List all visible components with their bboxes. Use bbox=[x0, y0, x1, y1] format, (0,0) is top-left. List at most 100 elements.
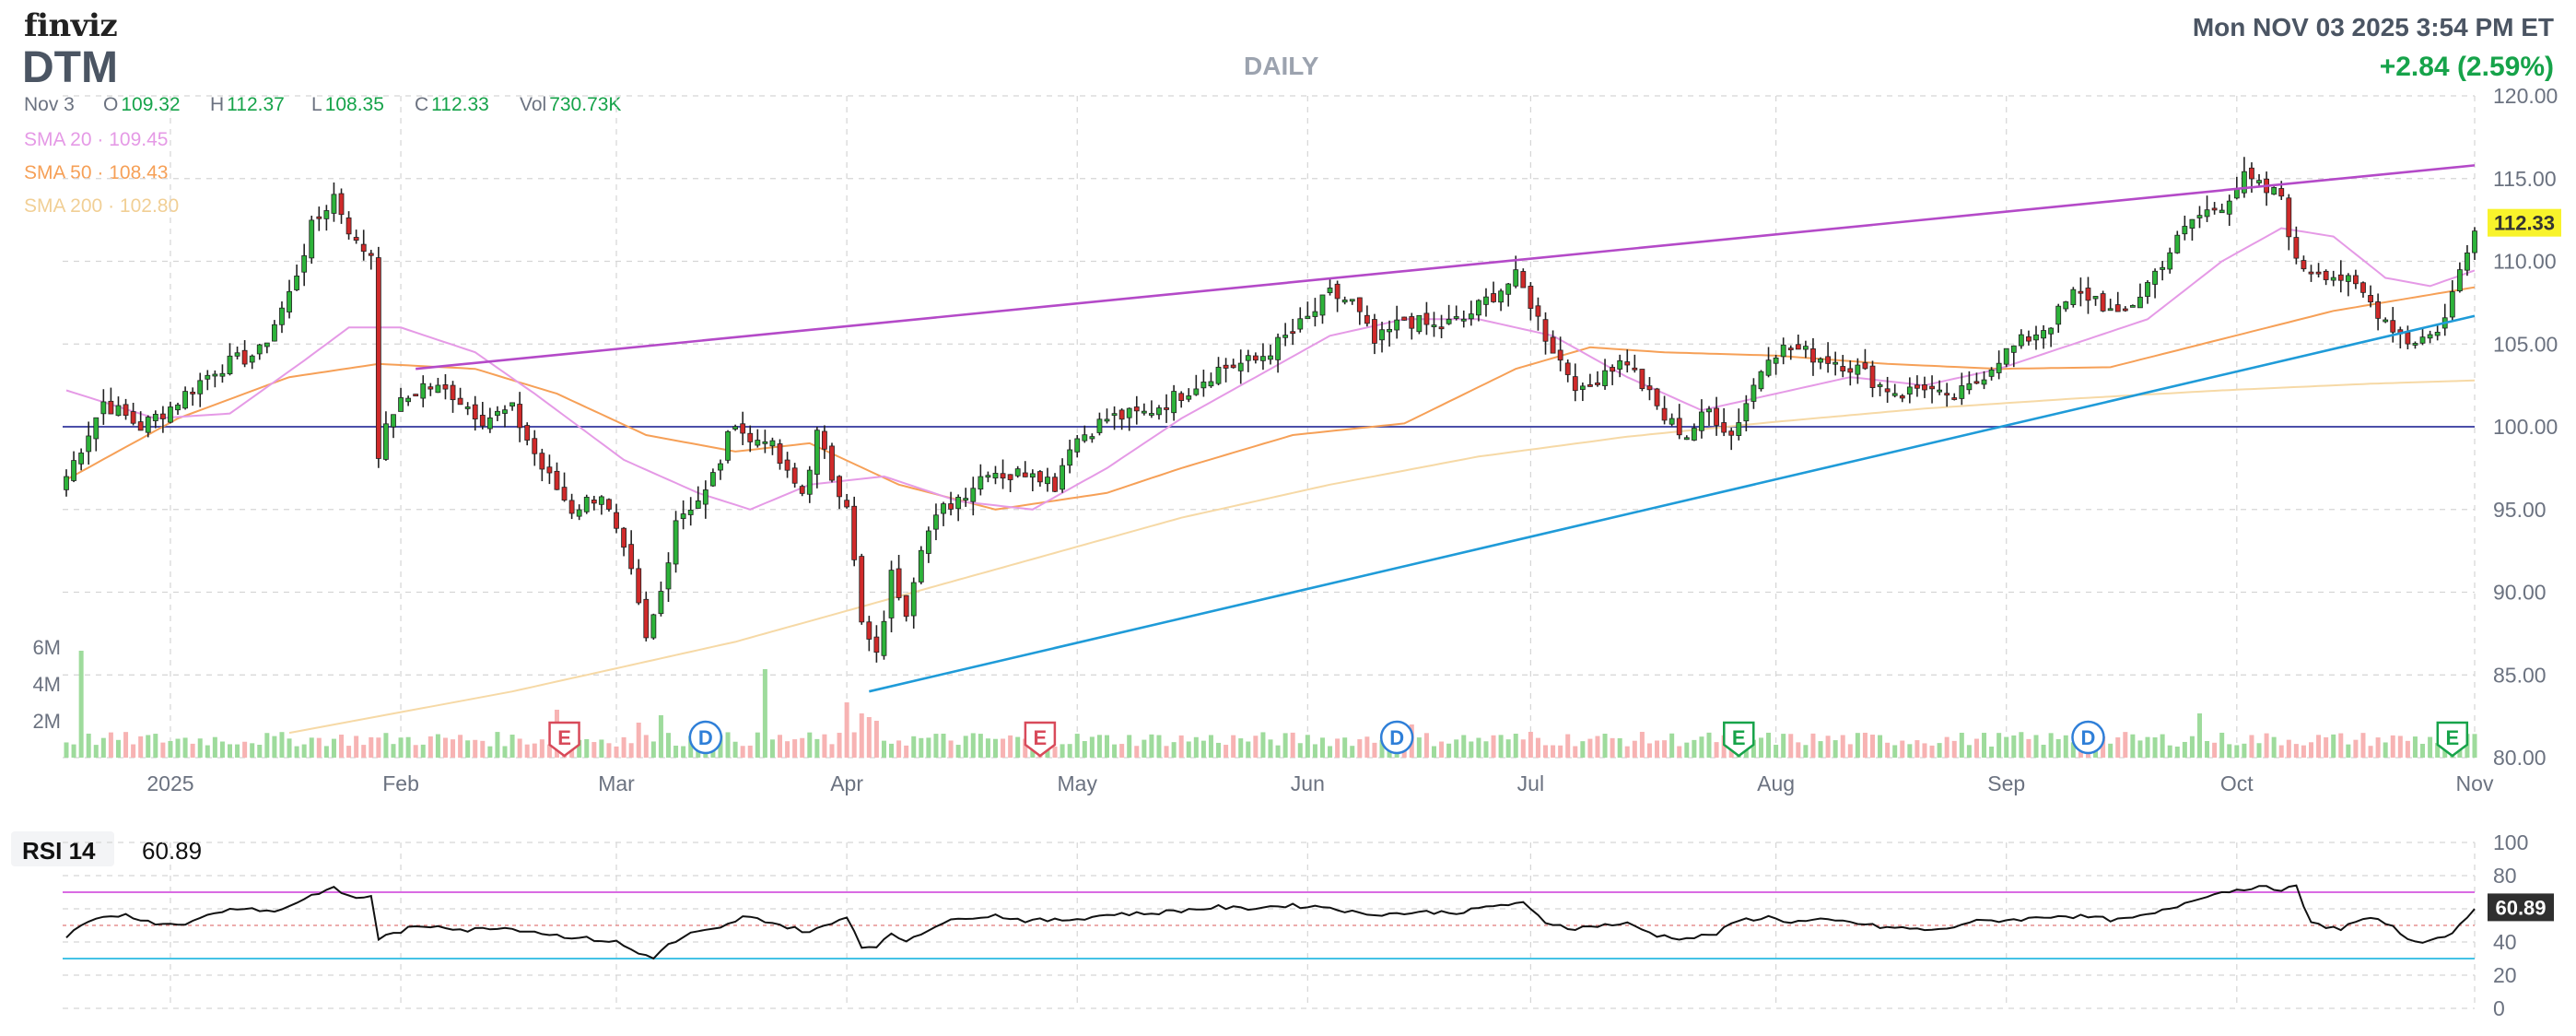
volume-bar bbox=[2055, 738, 2061, 758]
candle-body bbox=[1387, 328, 1392, 333]
candle-body bbox=[791, 467, 798, 484]
volume-bar bbox=[1305, 735, 1310, 758]
candle-body bbox=[2301, 260, 2307, 270]
volume-bar bbox=[755, 732, 760, 758]
volume-bar bbox=[1847, 744, 1853, 758]
volume-bar bbox=[242, 741, 248, 758]
candle-body bbox=[918, 549, 924, 583]
volume-bar bbox=[2293, 744, 2299, 758]
volume-bar bbox=[1461, 735, 1467, 758]
rsi-bands bbox=[63, 891, 2475, 959]
candle-body bbox=[2427, 334, 2433, 339]
trendlines[interactable] bbox=[416, 164, 2476, 693]
finviz-logo[interactable]: finviz bbox=[24, 7, 118, 44]
volume-bar bbox=[1982, 733, 1987, 758]
volume-bar bbox=[123, 732, 129, 758]
volume-bar bbox=[688, 736, 694, 758]
candle-body bbox=[1572, 376, 1578, 392]
candle-body bbox=[561, 487, 568, 501]
volume-bar bbox=[64, 742, 69, 758]
volume-bar bbox=[2167, 745, 2172, 758]
candle-body bbox=[710, 472, 716, 487]
volume-bar bbox=[2182, 741, 2187, 758]
candle-body bbox=[159, 413, 166, 419]
event-label: E bbox=[1034, 726, 1048, 749]
volume-bar bbox=[2041, 744, 2046, 758]
volume-bar bbox=[2428, 736, 2433, 758]
candle-body bbox=[1914, 384, 1920, 389]
volume-bar bbox=[2271, 736, 2277, 758]
rsi-tick: 100 bbox=[2493, 830, 2528, 854]
candle-body bbox=[249, 355, 255, 363]
candle-body bbox=[1438, 326, 1445, 330]
volume-bar bbox=[1684, 742, 1690, 758]
volume-bar bbox=[1379, 739, 1385, 758]
date-tick: 2025 bbox=[146, 771, 193, 795]
volume-bar bbox=[487, 746, 493, 758]
volume-bar bbox=[2331, 734, 2336, 758]
volume-bar bbox=[1231, 735, 1236, 758]
volume-bar bbox=[800, 737, 805, 758]
candle-body bbox=[1000, 473, 1006, 479]
date-tick: Jul bbox=[1517, 771, 1544, 795]
volume-bar bbox=[138, 736, 144, 758]
timeframe-label[interactable]: DAILY bbox=[1244, 52, 1319, 80]
candle-body bbox=[1795, 344, 1801, 350]
price-axis: 120.00 115.00 110.00 105.00 100.00 95.00 90.00… bbox=[2493, 84, 2558, 770]
rsi-label[interactable]: RSI 14 bbox=[22, 837, 96, 865]
volume-bar bbox=[1914, 740, 1920, 758]
candle-body bbox=[1341, 300, 1348, 303]
volume-bar bbox=[2249, 735, 2254, 758]
candle-body bbox=[948, 503, 954, 510]
candle-body bbox=[963, 498, 969, 500]
volume-bar bbox=[1491, 735, 1496, 758]
last-price-text: 112.33 bbox=[2494, 212, 2555, 235]
candle-body bbox=[1951, 397, 1958, 400]
candle-body bbox=[1104, 418, 1110, 422]
candle-body bbox=[309, 219, 315, 259]
candle-body bbox=[1602, 370, 1608, 386]
rsi-chart[interactable]: 100806040200 60.89 bbox=[0, 811, 2576, 1036]
volume-tick: 6M bbox=[32, 636, 61, 659]
candle-body bbox=[837, 476, 842, 498]
date-tick: Mar bbox=[598, 771, 635, 795]
candle-body bbox=[718, 463, 723, 471]
price-tick: 110.00 bbox=[2493, 250, 2557, 274]
volume-bar bbox=[866, 717, 872, 758]
candle-body bbox=[1825, 356, 1831, 364]
candle-body bbox=[1252, 355, 1259, 361]
volume-bar bbox=[2070, 742, 2076, 758]
volume-bar bbox=[681, 746, 686, 758]
ohlc-open: O 109.32 bbox=[103, 94, 181, 115]
volume-bar bbox=[212, 736, 217, 758]
candle-body bbox=[1929, 385, 1935, 390]
volume-bar bbox=[1929, 745, 1935, 758]
volume-bar bbox=[301, 744, 307, 758]
volume-bar bbox=[650, 741, 656, 758]
candle-body bbox=[1141, 410, 1147, 414]
candle-body bbox=[1476, 300, 1481, 316]
volume-bar bbox=[2435, 743, 2441, 758]
volume-bar bbox=[1052, 746, 1058, 758]
candle-body bbox=[1869, 365, 1876, 388]
volume-bar bbox=[1096, 735, 1102, 758]
volume-bar bbox=[2286, 739, 2291, 758]
candle-body bbox=[1356, 297, 1363, 312]
candle-body bbox=[427, 386, 434, 390]
candle-body bbox=[502, 409, 508, 414]
rsi-tick: 80 bbox=[2493, 864, 2517, 888]
price-chart[interactable]: E D E D E D E 120.00 115.00 110.00 105.00 100.00 95… bbox=[0, 0, 2576, 811]
candle-body bbox=[1416, 314, 1423, 333]
volume-bar bbox=[197, 738, 203, 758]
candle-body bbox=[1364, 314, 1370, 324]
volume-bar bbox=[427, 736, 433, 758]
candle-body bbox=[2070, 288, 2077, 305]
candle-body bbox=[509, 402, 515, 407]
rsi-tick: 0 bbox=[2493, 996, 2505, 1020]
volume-bar bbox=[323, 746, 329, 758]
volume-bar bbox=[1268, 739, 1273, 758]
candle-body bbox=[888, 570, 895, 618]
sma50-path bbox=[65, 286, 2476, 511]
volume-bar bbox=[2130, 734, 2136, 758]
